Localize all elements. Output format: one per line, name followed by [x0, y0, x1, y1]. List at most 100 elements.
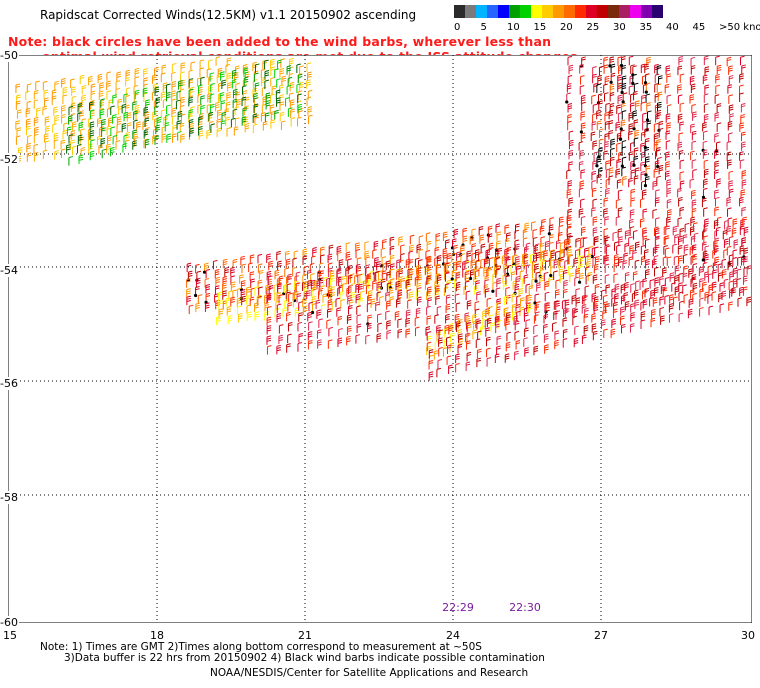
- wind-barb: [506, 331, 512, 342]
- wind-barb: [286, 283, 292, 293]
- wind-barb: [739, 122, 744, 132]
- wind-barb: [341, 275, 346, 286]
- wind-barb: [666, 216, 671, 226]
- wind-barb: [553, 258, 559, 269]
- wind-barb: [171, 98, 176, 109]
- wind-barb: [44, 97, 49, 107]
- wind-barb: [592, 160, 597, 170]
- wind-barb: [172, 124, 177, 135]
- wind-barb: [143, 138, 149, 149]
- wind-barb: [624, 271, 630, 282]
- wind-barb: [329, 270, 335, 280]
- wind-barb: [727, 84, 733, 94]
- wind-barb: [631, 73, 637, 85]
- wind-barb: [90, 99, 95, 110]
- wind-barb: [236, 297, 242, 307]
- wind-barb: [454, 313, 460, 324]
- wind-barb: [44, 116, 50, 126]
- wind-barb: [495, 257, 501, 267]
- wind-barb: [337, 286, 342, 297]
- wind-barb: [210, 123, 216, 133]
- wind-barb: [644, 63, 649, 74]
- wind-barb: [356, 323, 362, 334]
- wind-barb: [677, 113, 683, 124]
- wind-barb: [88, 75, 93, 86]
- wind-barb: [523, 307, 529, 317]
- wind-barb: [604, 216, 609, 226]
- wind-barb: [630, 303, 635, 313]
- wind-barb: [125, 77, 130, 87]
- wind-barb: [629, 209, 635, 219]
- wind-barb: [615, 198, 621, 209]
- wind-barb: [594, 236, 599, 246]
- wind-barb: [580, 169, 586, 179]
- wind-barb: [365, 256, 370, 266]
- wind-barb: [436, 305, 442, 316]
- wind-barb: [408, 268, 414, 279]
- wind-barb: [628, 236, 633, 247]
- wind-barb: [386, 282, 392, 292]
- wind-barb: [674, 265, 680, 275]
- wind-barb: [427, 286, 432, 296]
- wind-barb: [77, 102, 83, 113]
- wind-barb: [702, 262, 708, 272]
- wind-barb: [573, 257, 578, 268]
- wind-barb: [535, 301, 541, 311]
- wind-barb: [703, 103, 709, 113]
- wind-barb: [496, 231, 502, 241]
- wind-barb: [389, 236, 395, 247]
- wind-barb: [620, 315, 625, 326]
- wind-barb: [326, 319, 331, 329]
- wind-barb: [726, 56, 732, 67]
- wind-barb: [640, 311, 646, 321]
- wind-barb: [640, 101, 646, 112]
- wind-barb: [591, 121, 597, 131]
- wind-barb: [274, 68, 279, 78]
- wind-barb: [519, 270, 525, 280]
- legend-swatch: [597, 5, 608, 18]
- wind-barb: [564, 299, 570, 309]
- wind-barb: [679, 300, 684, 311]
- wind-barb: [225, 297, 231, 307]
- wind-barb: [628, 151, 634, 161]
- wind-barb: [622, 175, 627, 186]
- wind-barb: [603, 56, 608, 67]
- wind-barb: [523, 337, 528, 347]
- wind-barb: [514, 320, 520, 331]
- legend-label: 5: [480, 22, 487, 33]
- wind-barb: [478, 266, 484, 277]
- wind-barb: [618, 236, 623, 246]
- wind-barb: [99, 99, 104, 110]
- footer-note-2: 3)Data buffer is 22 hrs from 20150902 4)…: [64, 652, 545, 664]
- wind-barb: [653, 122, 659, 133]
- wind-barb: [217, 109, 222, 119]
- wind-barb: [347, 258, 352, 268]
- wind-barb: [692, 263, 698, 273]
- wind-barb: [134, 67, 140, 78]
- wind-barb: [642, 229, 648, 240]
- wind-barb: [634, 259, 640, 270]
- wind-barb: [658, 164, 664, 175]
- wind-barb: [549, 241, 554, 252]
- wind-barb: [373, 240, 379, 251]
- wind-barb: [456, 322, 461, 333]
- wind-barb: [563, 279, 568, 290]
- wind-barb: [714, 112, 720, 122]
- wind-barb: [591, 313, 596, 323]
- wind-barb: [144, 111, 150, 122]
- wind-barb: [691, 199, 697, 209]
- wind-barb: [306, 79, 311, 89]
- wind-barb: [61, 105, 66, 115]
- legend-label: 30: [613, 22, 626, 33]
- wind-barb: [477, 330, 482, 341]
- wind-barb: [134, 89, 140, 100]
- wind-barb: [66, 126, 72, 136]
- wind-barb: [617, 94, 623, 105]
- wind-barb: [100, 137, 106, 148]
- wind-barb: [653, 168, 659, 178]
- map-title: Rapidscat Corrected Winds(12.5KM) v1.1 2…: [40, 8, 417, 22]
- wind-barb: [268, 260, 273, 271]
- wind-barb: [650, 317, 656, 328]
- wind-barb: [624, 242, 630, 253]
- wind-barb: [283, 283, 289, 294]
